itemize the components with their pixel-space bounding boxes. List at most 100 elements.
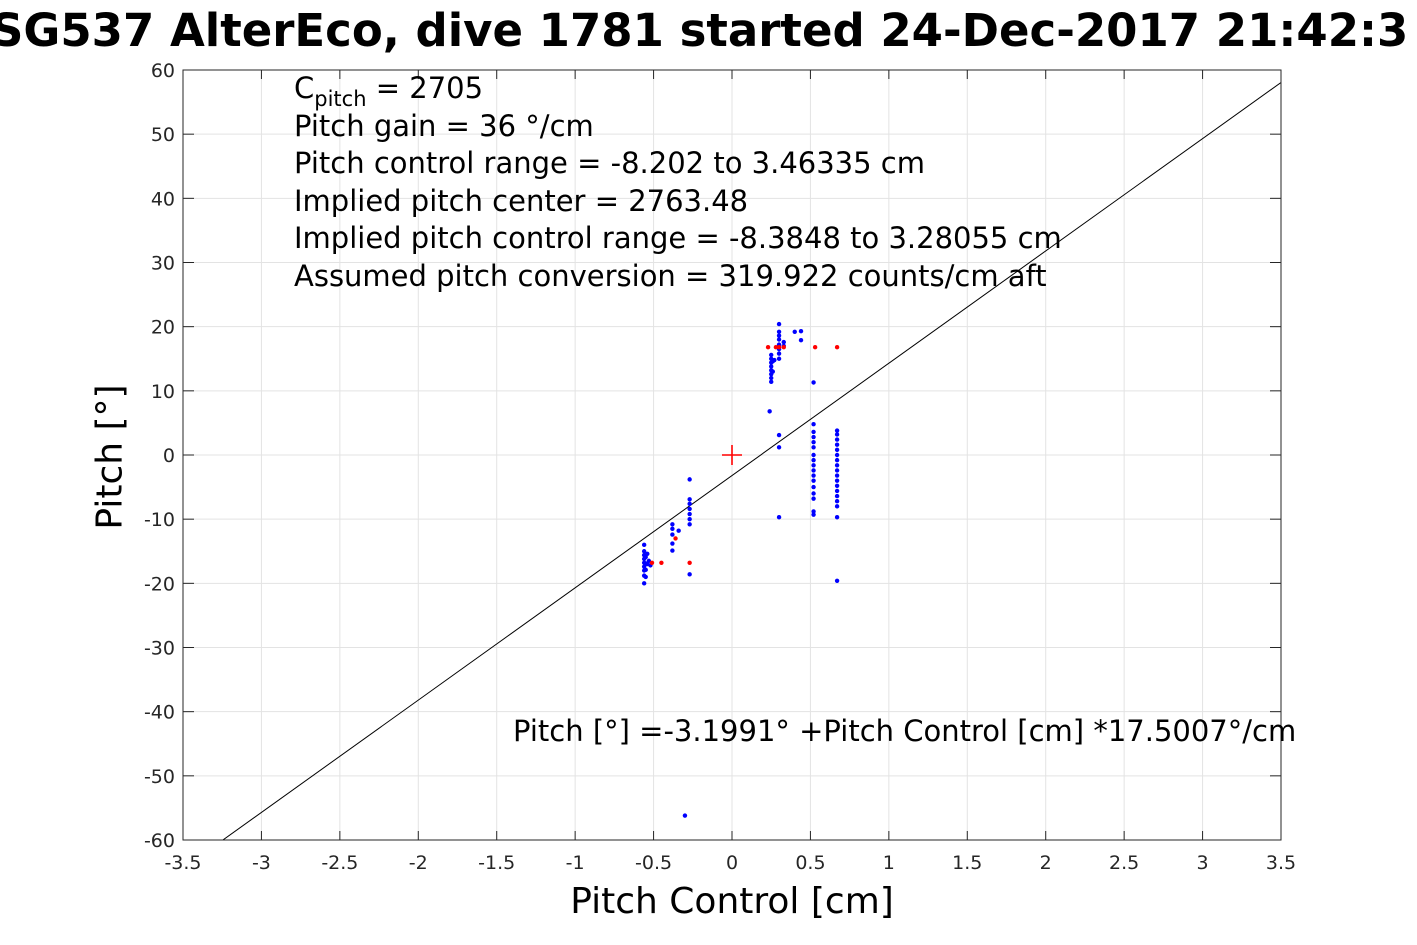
data-point bbox=[765, 345, 771, 350]
data-point bbox=[687, 522, 692, 527]
data-point bbox=[670, 532, 675, 537]
data-point bbox=[834, 468, 840, 473]
x-tick-label: -1 bbox=[566, 852, 585, 874]
data-point bbox=[811, 463, 816, 468]
data-point bbox=[687, 506, 692, 512]
data-point bbox=[781, 339, 786, 345]
fit-line bbox=[222, 82, 1281, 840]
data-point bbox=[776, 337, 782, 342]
data-point bbox=[798, 328, 804, 334]
data-point bbox=[834, 432, 840, 437]
data-point bbox=[776, 515, 782, 520]
data-point bbox=[781, 345, 786, 350]
y-axis-label: Pitch [°] bbox=[89, 384, 131, 530]
data-point bbox=[641, 549, 647, 554]
data-point bbox=[811, 429, 816, 435]
data-point bbox=[670, 548, 675, 553]
data-point bbox=[776, 333, 782, 338]
x-tick-label: -2 bbox=[409, 852, 428, 874]
data-point bbox=[776, 445, 782, 450]
data-point bbox=[687, 501, 692, 506]
data-point bbox=[687, 511, 692, 517]
data-point bbox=[811, 491, 816, 496]
pitch-gain-line: Pitch gain = 36 °/cm bbox=[294, 108, 594, 143]
data-point bbox=[772, 357, 777, 363]
data-point bbox=[770, 369, 775, 374]
data-point bbox=[834, 457, 840, 463]
data-point bbox=[687, 516, 692, 522]
y-tick-label: -20 bbox=[144, 573, 175, 595]
data-point bbox=[670, 526, 675, 531]
data-point bbox=[834, 578, 840, 583]
data-point bbox=[645, 551, 650, 557]
data-point bbox=[811, 478, 816, 483]
x-tick-label: 1 bbox=[883, 852, 895, 874]
y-tick-label: -50 bbox=[144, 766, 175, 788]
data-point bbox=[834, 463, 840, 468]
data-point bbox=[834, 515, 840, 520]
implied-pitch-control-range-line: Implied pitch control range = -8.3848 to… bbox=[294, 221, 1062, 256]
data-point bbox=[676, 528, 681, 533]
data-point bbox=[641, 542, 647, 548]
data-point bbox=[834, 473, 840, 478]
data-point bbox=[767, 409, 772, 414]
data-point bbox=[811, 468, 816, 473]
x-tick-label: 3.5 bbox=[1266, 852, 1296, 874]
x-tick-label: -2.5 bbox=[321, 852, 358, 874]
data-point bbox=[811, 509, 816, 514]
data-point bbox=[811, 380, 816, 385]
data-point bbox=[811, 422, 816, 427]
x-tick-label: 3 bbox=[1197, 852, 1209, 874]
data-point bbox=[834, 447, 840, 453]
data-point bbox=[659, 560, 664, 565]
x-tick-labels: -3.5 -3 -2.5 -2 -1.5 -1 -0.5 0 0.5 1 1.5 2 2.5 3 3.5 bbox=[164, 852, 1296, 874]
y-tick-label: -60 bbox=[144, 830, 175, 852]
fit-equation: Pitch [°] =-3.1991° +Pitch Control [cm] … bbox=[513, 714, 1297, 748]
y-tick-label: 50 bbox=[151, 124, 175, 146]
data-point bbox=[834, 437, 840, 442]
data-point bbox=[798, 337, 804, 343]
data-points bbox=[641, 321, 840, 818]
data-point bbox=[641, 581, 647, 586]
data-point bbox=[776, 351, 782, 356]
cpitch-symbol: C bbox=[294, 71, 315, 105]
axis-ticks bbox=[182, 69, 1282, 841]
data-point bbox=[776, 432, 782, 438]
data-point bbox=[834, 345, 840, 350]
y-tick-label: -40 bbox=[144, 702, 175, 724]
data-point bbox=[773, 345, 779, 350]
y-tick-label: -30 bbox=[144, 638, 175, 660]
data-point bbox=[687, 572, 692, 577]
x-tick-label: 0 bbox=[726, 852, 738, 874]
cpitch-value: = 2705 bbox=[366, 71, 484, 105]
pitch-control-range-line: Pitch control range = -8.202 to 3.46335 … bbox=[294, 146, 925, 181]
x-tick-label: -3 bbox=[252, 852, 271, 874]
data-point bbox=[834, 428, 840, 433]
cpitch-subscript: pitch bbox=[314, 87, 367, 111]
x-tick-label: -3.5 bbox=[164, 852, 201, 874]
data-point bbox=[811, 496, 816, 501]
fit-line-group bbox=[222, 82, 1281, 840]
data-point bbox=[769, 379, 774, 385]
data-point bbox=[776, 356, 782, 361]
data-point bbox=[811, 484, 816, 490]
data-point bbox=[673, 536, 678, 541]
data-point bbox=[687, 497, 692, 502]
data-point bbox=[682, 813, 688, 818]
data-point bbox=[834, 499, 840, 504]
data-point bbox=[670, 522, 675, 527]
data-point bbox=[811, 439, 816, 445]
x-tick-label: -0.5 bbox=[635, 852, 672, 874]
data-point bbox=[811, 434, 816, 440]
data-point bbox=[643, 567, 648, 573]
data-point bbox=[834, 488, 840, 494]
data-point bbox=[834, 483, 840, 488]
x-tick-label: -1.5 bbox=[478, 852, 515, 874]
data-point bbox=[643, 574, 648, 580]
x-axis-label: Pitch Control [cm] bbox=[570, 881, 894, 922]
data-point bbox=[811, 473, 816, 478]
data-point bbox=[834, 493, 840, 499]
data-point bbox=[834, 504, 840, 509]
cpitch-line: Cpitch = 2705 bbox=[294, 70, 1062, 111]
